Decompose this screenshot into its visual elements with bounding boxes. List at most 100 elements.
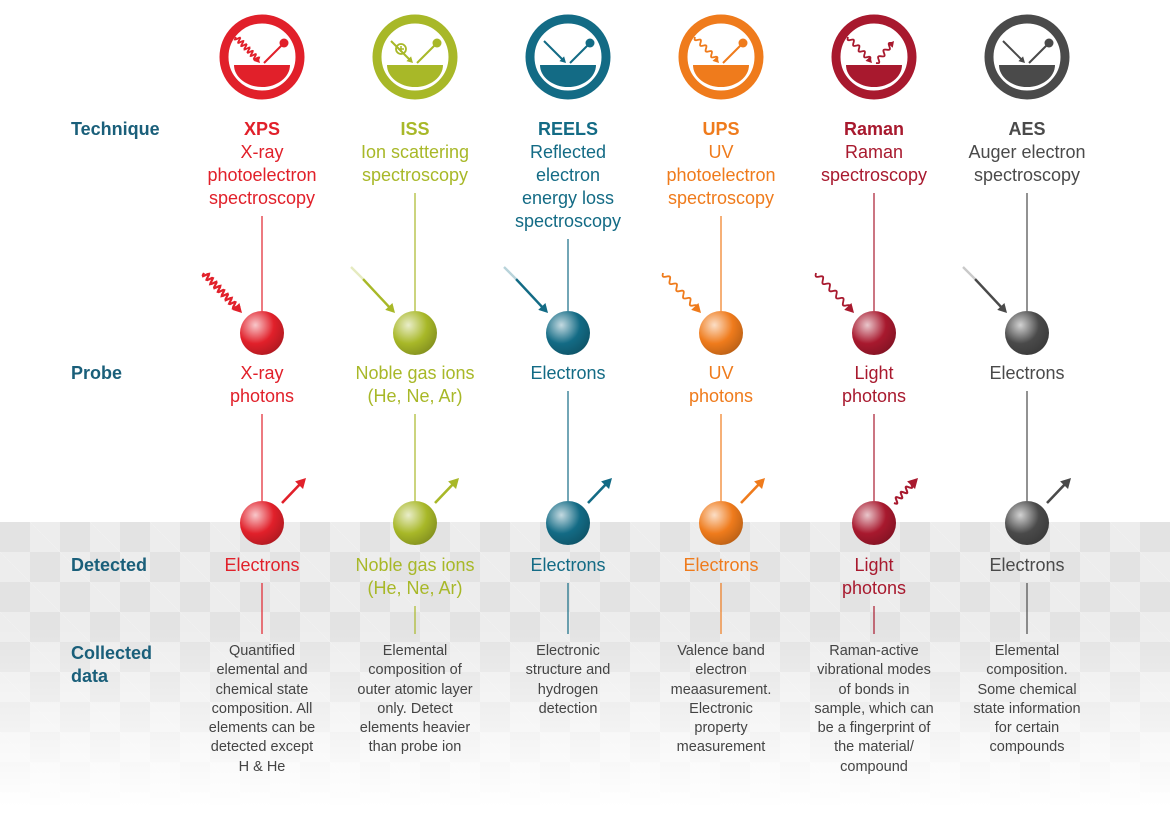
sample-bowl-icon [234,65,290,87]
technique-name-line: spectroscopy [973,165,1081,185]
collected-data-text-line: meaasurement. [670,681,772,698]
technique-column-xps: XPS X-ray photoelectron spectroscopy X-ray ph… [182,0,342,817]
technique-name-line: Raman [844,142,904,162]
collected-data-text-line: composition. [986,662,1068,679]
icon-outgoing-line [722,44,742,64]
arrow-head [406,56,413,63]
collected-data-text-line: structure and [525,662,611,679]
probe-text: X-ray photons [182,362,342,408]
row-label-probe: Probe [71,363,123,383]
probe-text: Light photons [794,362,954,408]
sample-bowl-icon [387,65,443,87]
technique-icon-graphic [219,14,305,100]
probe-sphere [1005,311,1049,355]
icon-ring [219,14,305,100]
technique-abbr: ISS [400,119,430,139]
collected-data-text-line: detected except [210,739,314,756]
sample-bowl-icon [846,65,902,87]
probe-text-line: photons [688,386,754,406]
detected-wave-line [893,480,915,505]
technique-name-line: X-ray [240,142,284,162]
probe-arrow-line [974,278,1004,310]
icon-outgoing-line [263,44,283,64]
detected-text-line: Electrons [989,555,1065,575]
arrow-head [295,478,306,490]
arrow-head [754,478,765,490]
icon-outgoing-line [569,44,589,64]
connector-lines [1026,193,1028,634]
technique-name-line: Auger electron [968,142,1086,162]
collected-data-text-line: H & He [238,758,286,775]
arrow-head [232,303,242,313]
technique-icon [677,13,765,101]
probe-sphere [699,311,743,355]
arrow-head [385,303,395,313]
arrow-head [1060,478,1071,490]
technique-abbr: XPS [243,119,281,139]
probe-symbol [962,266,1071,504]
technique-abbr: UPS [702,119,740,139]
technique-name: X-ray photoelectron spectroscopy [182,141,342,210]
collected-data-text-line: detection [538,700,598,717]
icon-ring [678,14,764,100]
technique-name-line: Ion scattering [360,142,470,162]
probe-symbol [201,272,306,504]
icon-ring [525,14,611,100]
detected-sphere [240,501,284,545]
detected-text: Electrons [488,554,648,577]
collected-data-text-line: be a fingerprint of [817,720,931,737]
technique-name: Auger electron spectroscopy [947,141,1107,187]
collected-data-text-line: state information [973,700,1081,717]
collected-data-text-line: chemical state [215,681,309,698]
technique-name-line: spectroscopy [667,188,775,208]
detected-text: Electrons [182,554,342,577]
technique-name-line: energy loss [521,188,615,208]
arrow-head [844,303,854,313]
detected-text: Electrons [641,554,801,577]
icon-outgoing-wave [875,42,893,64]
technique-icon-graphic [678,14,764,100]
detected-arrow-line [587,481,609,504]
detected-arrow-line [434,481,456,504]
icon-ring [372,14,458,100]
connector-lines [873,193,875,634]
collected-data-text: Elemental composition. Some chemical state … [947,642,1107,758]
detected-sphere [546,501,590,545]
detected-text-line: photons [841,578,907,598]
detected-text-line: Electrons [683,555,759,575]
arrow-head [907,478,918,490]
collected-data-text-line: outer atomic layer [357,681,473,698]
probe-arrow-fade [503,266,517,280]
collected-data-text-line: Raman-active [829,643,919,659]
technique-icon-graphic [525,14,611,100]
detected-text-line: (He, Ne, Ar) [367,578,463,598]
probe-text: Electrons [947,362,1107,385]
sample-bowl-icon [540,65,596,87]
icon-incoming-line [1002,40,1024,62]
collected-data-text: Electronic structure and hydrogen detection [488,642,648,719]
probe-sphere [393,311,437,355]
collected-data-text-line: Elemental [994,643,1060,659]
arrow-head [691,303,701,313]
collected-data-text-line: compounds [989,739,1065,756]
probe-symbol [503,266,612,504]
collected-data-text-line: the material/ [834,739,914,756]
probe-arrow-line [515,278,545,310]
collected-data-text-line: Electronic [536,643,600,659]
row-label-detected: Detected [71,555,148,575]
technique-name-line: electron [535,165,601,185]
technique-name-line: spectroscopy [361,165,469,185]
collected-data-text-line: of bonds in [838,681,910,698]
technique-name: Raman spectroscopy [794,141,954,187]
collected-data-text-line: Elemental [382,643,448,659]
probe-text: Noble gas ions (He, Ne, Ar) [335,362,495,408]
technique-abbr: REELS [537,119,598,139]
collected-data-text-line: composition. All [211,700,313,717]
detected-text-line: Electrons [224,555,300,575]
collected-data-text-line: Valence band [677,643,765,659]
arrow-head [997,303,1007,313]
detected-text-line: Electrons [530,555,606,575]
collected-data-text-line: measurement [676,739,766,756]
arrow-head [865,56,872,63]
detected-text: Electrons [947,554,1107,577]
